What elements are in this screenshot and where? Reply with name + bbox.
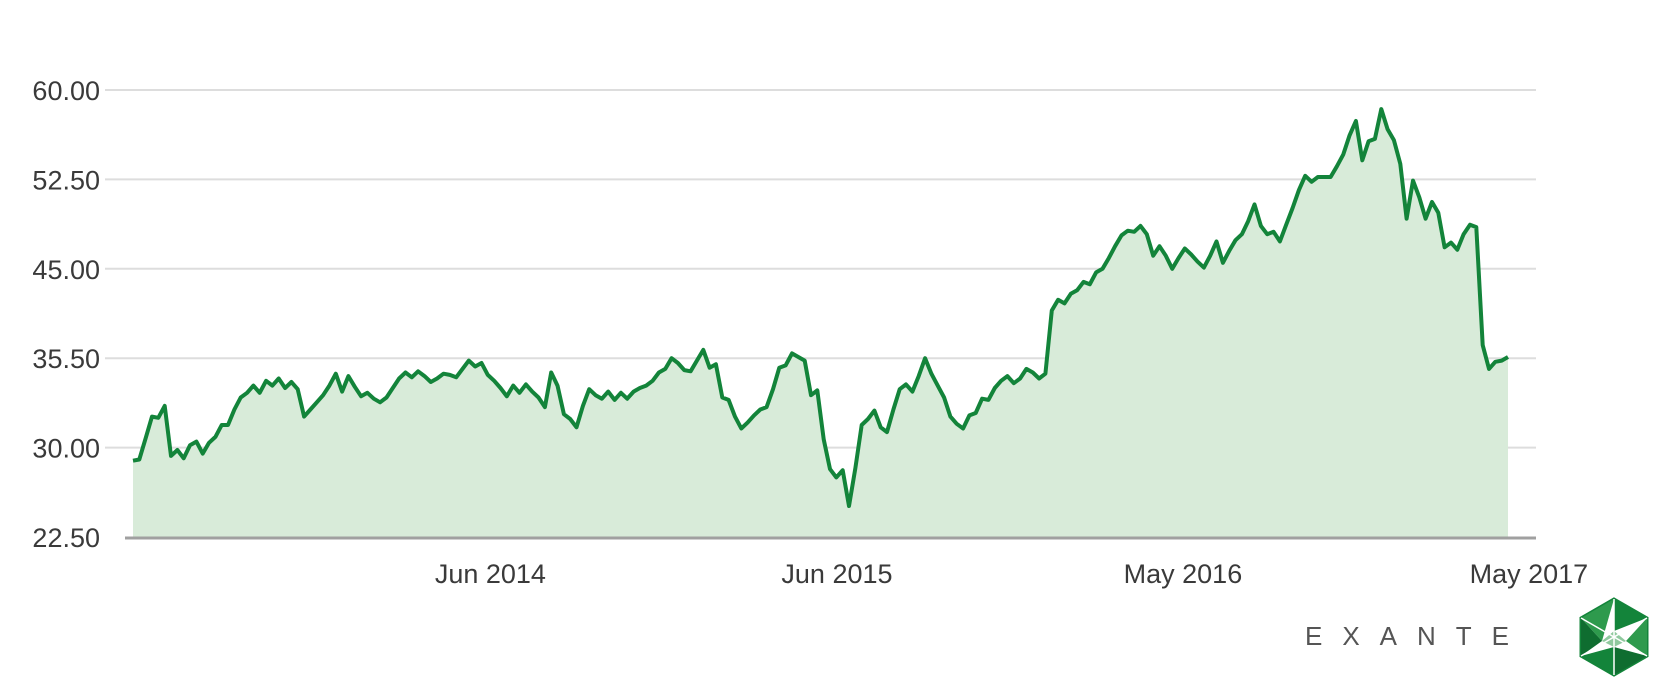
brand: EXANTE — [1305, 597, 1649, 677]
x-tick-label: Jun 2015 — [781, 559, 892, 589]
x-axis-ticks: Jun 2014 Jun 2015 May 2016 May 2017 — [435, 559, 1588, 589]
y-tick-label: 52.50 — [32, 165, 100, 195]
y-tick-label: 35.50 — [32, 344, 100, 374]
y-tick-label: 22.50 — [32, 523, 100, 553]
brand-name: EXANTE — [1305, 621, 1529, 651]
y-tick-label: 45.00 — [32, 255, 100, 285]
x-tick-label: Jun 2014 — [435, 559, 546, 589]
y-tick-label: 60.00 — [32, 76, 100, 106]
x-tick-label: May 2017 — [1470, 559, 1589, 589]
y-tick-label: 30.00 — [32, 434, 100, 464]
exante-hexagon-logo-icon — [1579, 597, 1649, 677]
y-axis-ticks: 60.00 52.50 45.00 35.50 30.00 22.50 — [32, 76, 100, 553]
price-line — [132, 107, 1509, 508]
x-tick-label: May 2016 — [1124, 559, 1243, 589]
price-area-fill — [133, 109, 1508, 537]
